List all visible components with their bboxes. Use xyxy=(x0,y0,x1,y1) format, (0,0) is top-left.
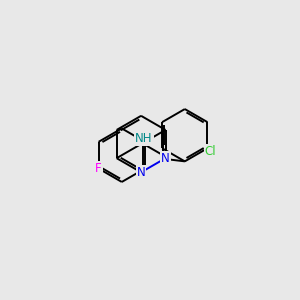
Text: Cl: Cl xyxy=(205,145,216,158)
Text: NH: NH xyxy=(135,132,153,146)
Text: F: F xyxy=(95,162,102,175)
Text: N: N xyxy=(137,166,146,179)
Text: N: N xyxy=(161,152,170,165)
